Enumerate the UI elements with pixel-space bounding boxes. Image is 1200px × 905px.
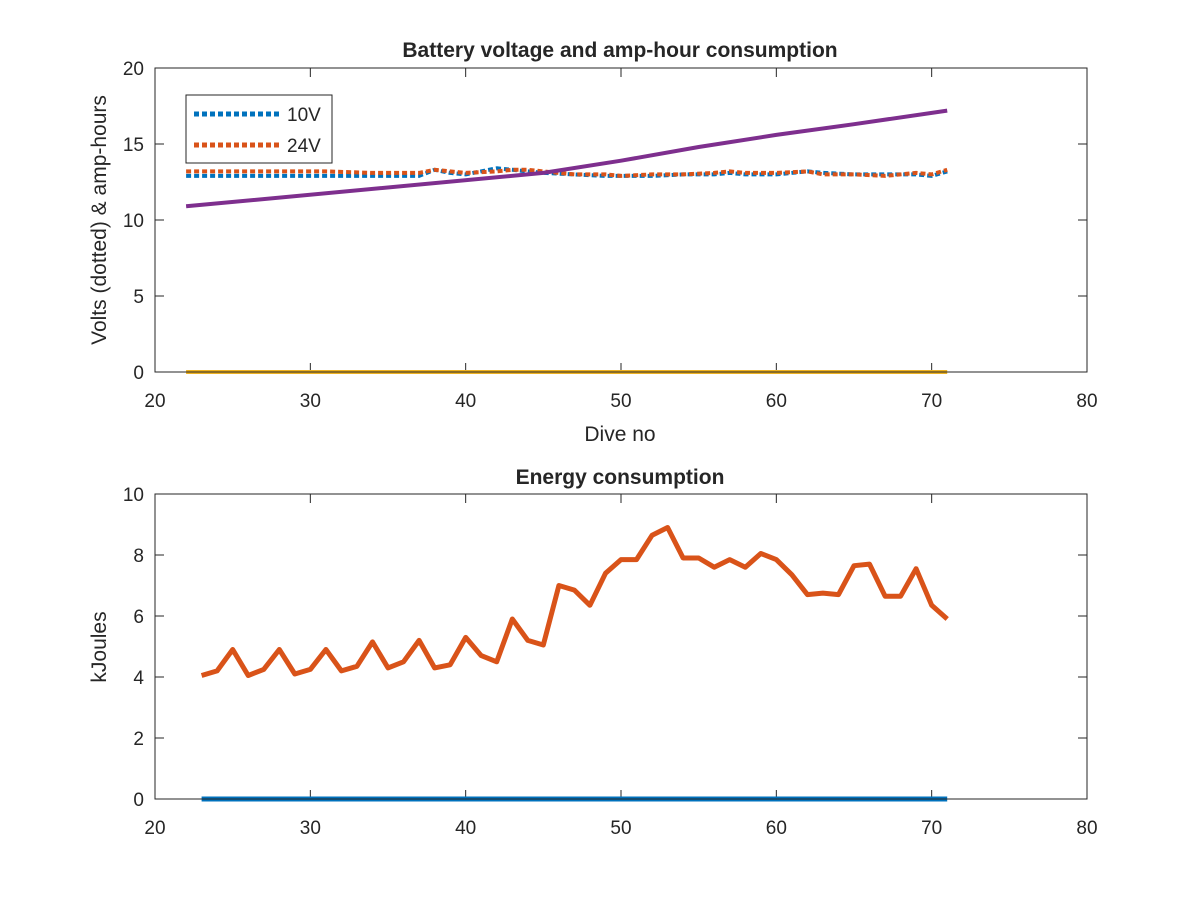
y-tick-label: 8 (133, 546, 144, 567)
battery-chart-title: Battery voltage and amp-hour consumption (402, 39, 837, 62)
y-tick-label: 0 (133, 363, 144, 384)
battery-chart-legend: 10V 24V (185, 94, 333, 164)
legend-label-24v: 24V (287, 136, 321, 157)
x-tick-label: 80 (1076, 391, 1097, 412)
y-tick-label: 20 (123, 59, 144, 80)
energy-chart-lines (200, 525, 949, 802)
legend-label-10v: 10V (287, 105, 321, 126)
battery-chart-axes-box (154, 67, 1088, 373)
series-line-2 (200, 525, 949, 678)
x-tick-label: 60 (766, 818, 787, 839)
x-tick-label: 40 (455, 818, 476, 839)
y-tick-label: 5 (133, 287, 144, 308)
energy-chart-ylabel: kJoules (88, 611, 111, 682)
x-tick-label: 20 (144, 818, 165, 839)
series-line-4 (185, 108, 948, 209)
energy-chart: Energy consumption kJoules 20 30 40 50 60 70 8… (88, 466, 1098, 839)
y-tick-label: 4 (133, 668, 144, 689)
y-tick-label: 6 (133, 607, 144, 628)
x-tick-label: 20 (144, 391, 165, 412)
x-tick-label: 70 (921, 818, 942, 839)
legend-box (185, 94, 333, 164)
x-tick-label: 30 (300, 391, 321, 412)
y-tick-label: 0 (133, 790, 144, 811)
x-tick-label: 50 (610, 391, 631, 412)
energy-chart-axes-box (154, 493, 1088, 800)
x-tick-label: 80 (1076, 818, 1097, 839)
x-tick-label: 50 (610, 818, 631, 839)
x-tick-label: 60 (766, 391, 787, 412)
y-tick-label: 15 (123, 135, 144, 156)
series-line-24v (186, 167, 948, 178)
x-tick-label: 70 (921, 391, 942, 412)
x-tick-label: 30 (300, 818, 321, 839)
y-tick-label: 2 (133, 729, 144, 750)
battery-chart: Battery voltage and amp-hour consumption… (88, 39, 1098, 446)
y-tick-label: 10 (123, 485, 144, 506)
y-tick-label: 10 (123, 211, 144, 232)
x-tick-label: 40 (455, 391, 476, 412)
battery-chart-ylabel: Volts (dotted) & amp-hours (88, 95, 111, 345)
battery-chart-xlabel: Dive no (584, 423, 655, 446)
energy-chart-title: Energy consumption (516, 466, 725, 489)
